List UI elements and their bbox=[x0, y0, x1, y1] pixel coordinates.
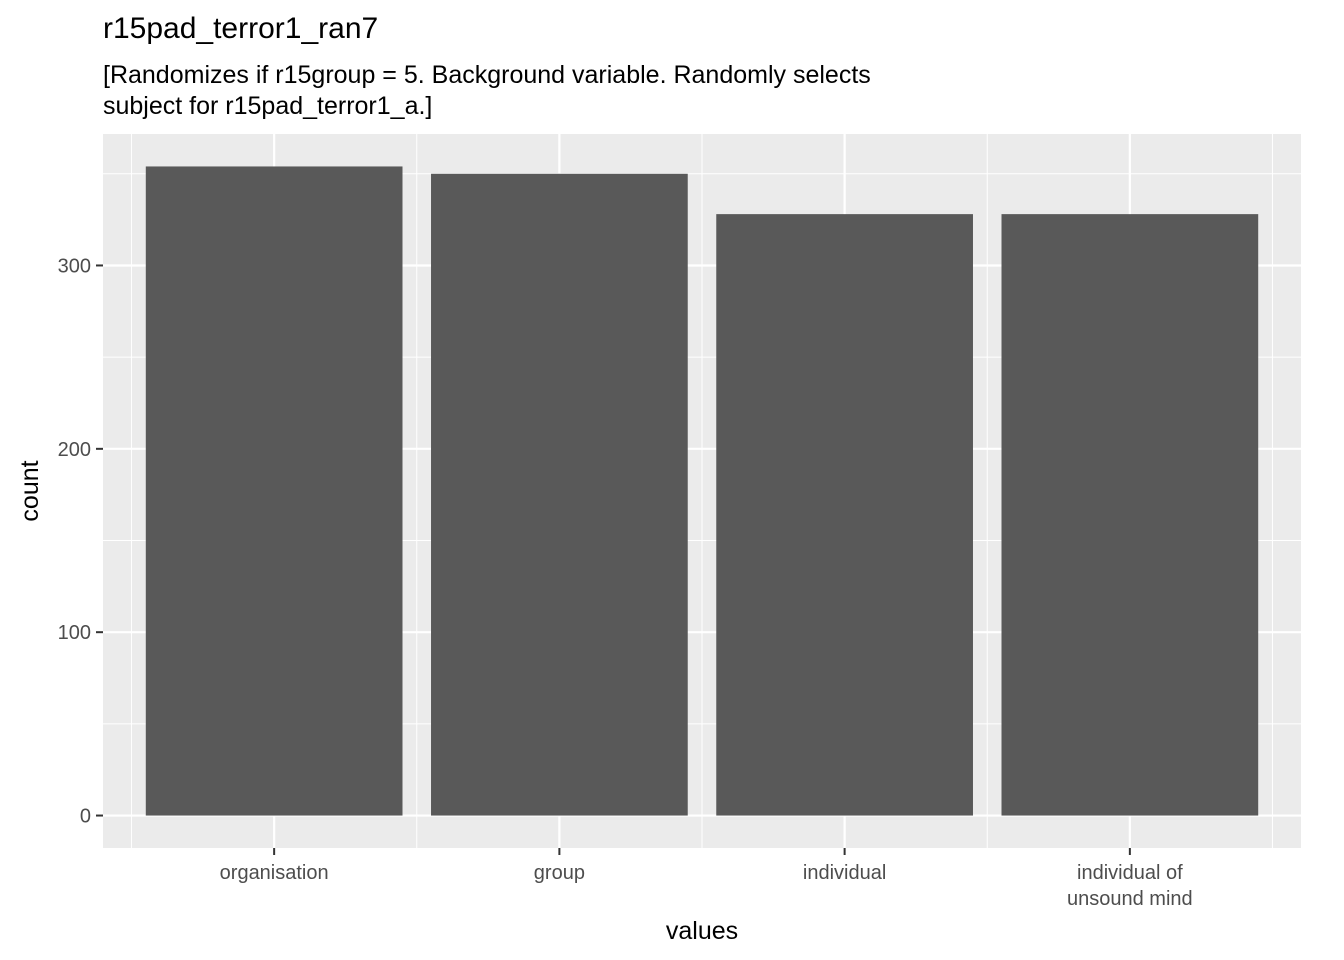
chart-title: r15pad_terror1_ran7 bbox=[103, 12, 379, 45]
x-tick-label: individual bbox=[803, 862, 886, 884]
y-tick-label: 0 bbox=[80, 806, 91, 828]
chart-subtitle-line-1: [Randomizes if r15group = 5. Background … bbox=[103, 61, 871, 89]
x-tick-label-line: individual bbox=[803, 862, 886, 884]
x-axis: organisation group individual individual of… bbox=[220, 848, 1193, 910]
x-tick-label: group bbox=[534, 862, 585, 884]
y-tick-label: 200 bbox=[58, 439, 91, 461]
y-axis: 0 100 200 300 bbox=[58, 255, 103, 828]
x-tick-label-line: individual of bbox=[1077, 862, 1183, 884]
y-tick-label: 100 bbox=[58, 622, 91, 644]
bar bbox=[145, 166, 403, 816]
x-axis-title: values bbox=[666, 917, 738, 945]
x-tick-label: organisation bbox=[220, 862, 329, 884]
x-tick-label: individual of unsound mind bbox=[1067, 862, 1193, 910]
chart-subtitle: [Randomizes if r15group = 5. Background … bbox=[103, 60, 1103, 122]
x-tick-label-line: organisation bbox=[220, 862, 329, 884]
bar bbox=[431, 173, 688, 816]
bar bbox=[1001, 214, 1259, 816]
y-axis-title: count bbox=[16, 460, 44, 521]
bars bbox=[145, 166, 1259, 816]
y-tick-label: 300 bbox=[58, 255, 91, 277]
x-tick-label-line: group bbox=[534, 862, 585, 884]
chart-subtitle-line-2: subject for r15pad_terror1_a.] bbox=[103, 92, 433, 120]
x-tick-label-line: unsound mind bbox=[1067, 888, 1193, 910]
bar bbox=[716, 214, 973, 816]
